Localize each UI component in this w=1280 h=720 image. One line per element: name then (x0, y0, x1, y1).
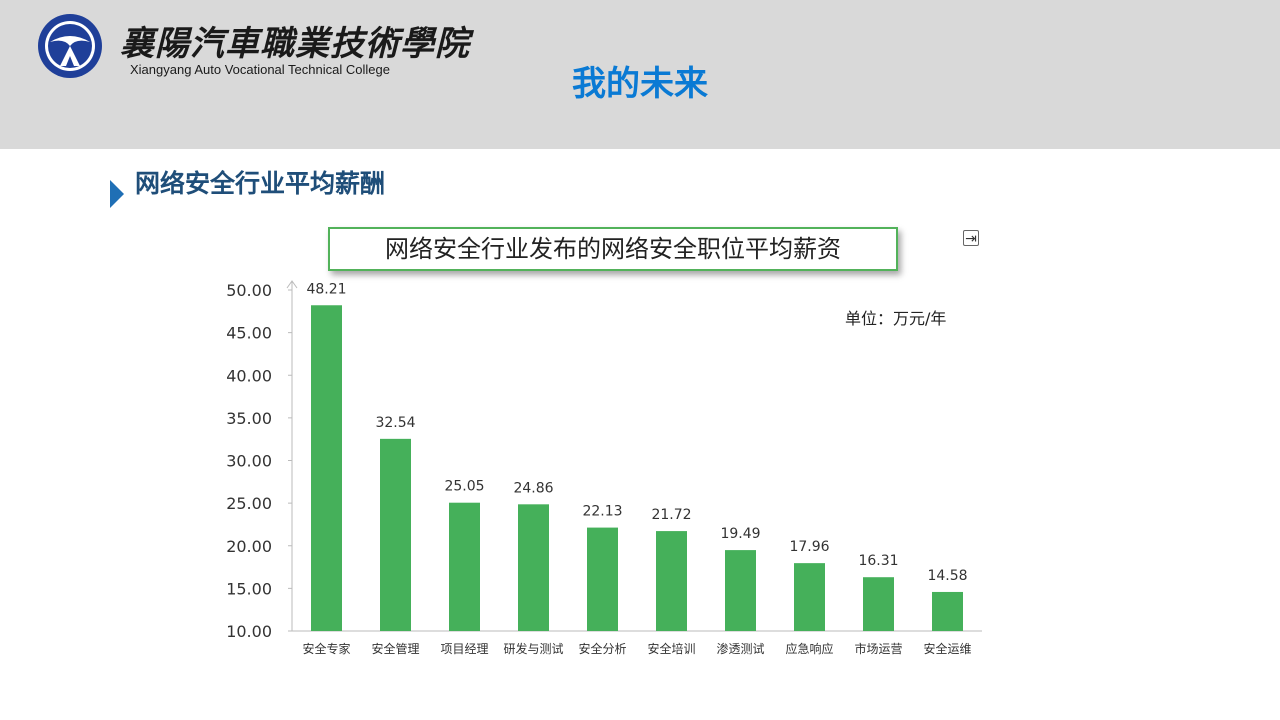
x-category-label: 项目经理 (440, 642, 488, 656)
y-tick-label: 45.00 (226, 324, 272, 343)
bar-value-label: 48.21 (306, 281, 346, 297)
bar (725, 550, 756, 631)
y-tick-label: 25.00 (226, 494, 272, 513)
bar-value-label: 25.05 (444, 479, 484, 495)
x-category-label: 安全专家 (302, 641, 350, 656)
x-category-label: 研发与测试 (503, 641, 563, 656)
x-category-label: 安全分析 (578, 641, 626, 656)
salary-chart: 10.00 15.00 20.00 25.00 30.00 35.00 40.00 45.00… (200, 215, 1000, 670)
x-category-label: 渗透测试 (716, 641, 764, 656)
y-tick-label: 30.00 (226, 452, 272, 471)
export-icon[interactable]: ⇥ (963, 230, 979, 247)
x-category-label: 市场运营 (854, 641, 902, 656)
x-category-label: 安全管理 (371, 641, 419, 656)
chart-title: 网络安全行业发布的网络安全职位平均薪资 (328, 227, 898, 271)
y-tick-label: 10.00 (226, 622, 272, 641)
bar-value-label: 22.13 (582, 504, 622, 520)
x-category-label: 安全培训 (647, 641, 695, 656)
bar (311, 305, 342, 631)
bar-value-label: 21.72 (651, 507, 691, 523)
bar-value-label: 16.31 (858, 553, 898, 569)
bar (380, 438, 411, 631)
bar (656, 531, 687, 631)
chart-canvas: 10.00 15.00 20.00 25.00 30.00 35.00 40.00 45.00… (226, 280, 982, 656)
bar (587, 527, 618, 631)
page-title: 我的未来 (572, 64, 708, 104)
x-category-label: 安全运维 (923, 641, 971, 656)
bar (863, 577, 894, 631)
y-tick-label: 20.00 (226, 537, 272, 556)
bar-value-label: 14.58 (927, 568, 967, 584)
y-axis-arrow-icon (286, 280, 298, 289)
section-arrow-icon (110, 180, 124, 208)
slide-header: 襄陽汽車職業技術學院 Xiangyang Auto Vocational Tec… (0, 0, 1280, 149)
bar (518, 504, 549, 631)
y-tick-label: 35.00 (226, 409, 272, 428)
section-title: 网络安全行业平均薪酬 (135, 169, 386, 198)
y-tick-label: 15.00 (226, 579, 272, 598)
college-name-en: Xiangyang Auto Vocational Technical Coll… (130, 62, 390, 77)
bar (794, 563, 825, 631)
bar-value-label: 24.86 (513, 480, 553, 496)
bar-value-label: 32.54 (375, 415, 415, 431)
college-logo-icon (38, 14, 102, 78)
bar (449, 502, 480, 631)
bar-value-label: 19.49 (720, 526, 760, 542)
x-category-label: 应急响应 (785, 641, 833, 656)
y-tick-label: 50.00 (226, 281, 272, 300)
y-tick-label: 40.00 (226, 366, 272, 385)
bar-value-label: 17.96 (789, 539, 829, 555)
college-name-cn: 襄陽汽車職業技術學院 (120, 24, 470, 64)
bar (932, 591, 963, 631)
unit-label: 单位：万元/年 (845, 309, 947, 328)
